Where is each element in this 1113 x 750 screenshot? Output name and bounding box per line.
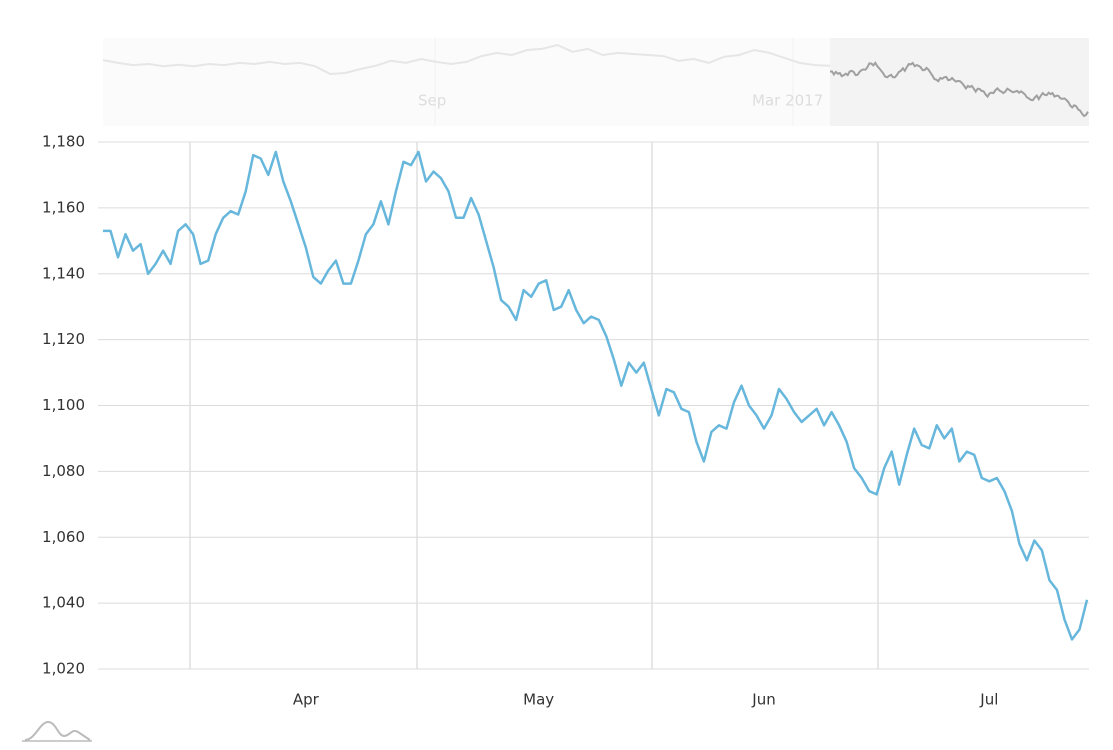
- y-tick-label: 1,140: [42, 264, 85, 282]
- y-tick-label: 1,180: [42, 133, 85, 151]
- navigator-label: Sep: [418, 92, 446, 110]
- y-tick-label: 1,160: [42, 198, 85, 216]
- navigator-background: [103, 38, 830, 126]
- navigator-selected-line: [830, 61, 1089, 118]
- x-tick-label: Jun: [751, 691, 775, 709]
- y-tick-label: 1,040: [42, 594, 85, 612]
- y-tick-label: 1,120: [42, 330, 85, 348]
- x-tick-label: Apr: [293, 691, 320, 709]
- logo-icon: [24, 720, 91, 741]
- y-tick-label: 1,020: [42, 660, 85, 678]
- x-tick-label: Jul: [979, 691, 998, 709]
- y-tick-label: 1,060: [42, 528, 85, 546]
- y-tick-label: 1,080: [42, 462, 85, 480]
- x-tick-label: May: [523, 691, 554, 709]
- navigator-label: Mar 2017: [752, 92, 823, 110]
- line-series: [103, 150, 1089, 641]
- navigator-line: [102, 43, 831, 76]
- y-tick-label: 1,100: [42, 396, 85, 414]
